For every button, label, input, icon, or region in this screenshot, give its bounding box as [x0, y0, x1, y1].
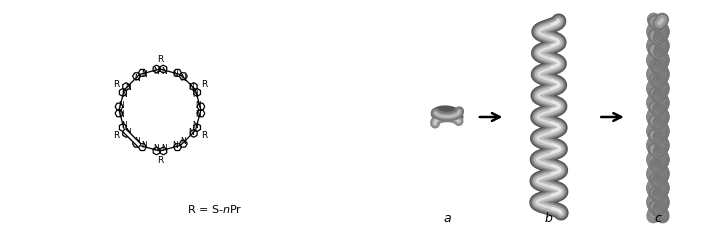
Text: N: N: [180, 74, 186, 83]
Text: N: N: [126, 128, 132, 137]
Text: N: N: [161, 144, 167, 153]
Text: N: N: [121, 121, 127, 130]
Text: N: N: [119, 101, 124, 110]
Text: N: N: [142, 141, 147, 150]
Text: N: N: [153, 144, 158, 153]
Text: N: N: [134, 137, 140, 146]
Text: N: N: [142, 70, 147, 79]
Text: N: N: [196, 101, 201, 110]
Text: N: N: [121, 90, 127, 99]
Text: N: N: [153, 67, 158, 76]
Text: N: N: [188, 83, 194, 91]
Text: R: R: [201, 80, 207, 89]
Text: N: N: [119, 110, 124, 119]
Text: R: R: [157, 156, 163, 165]
Text: N: N: [161, 67, 167, 76]
Text: N: N: [193, 121, 198, 130]
Text: N: N: [193, 90, 198, 99]
Text: b: b: [545, 212, 553, 225]
Text: N: N: [134, 74, 140, 83]
Text: N: N: [196, 110, 201, 119]
Text: c: c: [654, 212, 662, 225]
Text: R = S-$n$Pr: R = S-$n$Pr: [187, 203, 242, 215]
Text: R: R: [201, 131, 207, 140]
Text: R: R: [113, 131, 119, 140]
Text: N: N: [173, 70, 178, 79]
Text: N: N: [180, 137, 186, 146]
Text: a: a: [443, 212, 451, 225]
Text: N: N: [173, 141, 178, 150]
Text: N: N: [126, 83, 132, 91]
Text: R: R: [113, 80, 119, 89]
Text: R: R: [157, 55, 163, 64]
Text: N: N: [188, 128, 194, 137]
